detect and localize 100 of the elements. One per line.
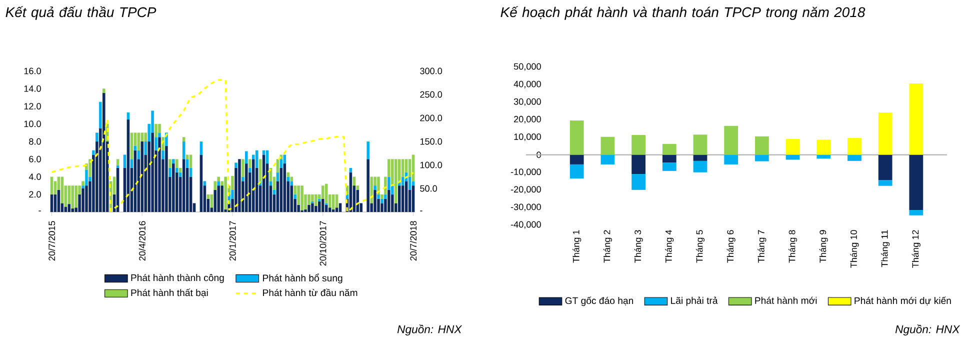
bar	[82, 188, 84, 212]
bar	[600, 154, 615, 164]
y-tick-label: -40,000	[510, 221, 541, 229]
bar	[366, 142, 370, 160]
legend-label: Phát hành mới dự kiến	[854, 296, 951, 306]
bar	[238, 159, 241, 212]
bar	[140, 142, 144, 212]
bar	[724, 154, 738, 164]
bar	[404, 181, 408, 212]
bar	[391, 194, 394, 212]
bar	[82, 186, 84, 188]
bar	[318, 198, 321, 202]
bar	[168, 159, 172, 168]
y-tick-label: 2.0	[29, 191, 41, 198]
text: Nguồn: HNX	[397, 324, 462, 336]
y-tick-label: 30,000	[514, 98, 541, 106]
bar	[189, 168, 192, 177]
y-tick-label: 14.0	[24, 85, 41, 92]
bar	[283, 164, 286, 212]
x-tick-label: 20/7/2018	[410, 221, 417, 261]
bar	[162, 150, 164, 160]
bar	[258, 159, 262, 182]
bar	[68, 204, 71, 212]
bar	[276, 159, 280, 172]
bar	[123, 154, 126, 168]
y2-tick-label: 100.0	[420, 162, 442, 168]
bar	[816, 140, 831, 155]
text: Nguồn: HNX	[895, 324, 960, 336]
bar	[398, 186, 401, 212]
bar	[754, 136, 769, 155]
x-tick-label: Tháng 4	[665, 230, 674, 263]
bar	[754, 154, 769, 162]
bar	[401, 159, 404, 177]
bar	[394, 159, 398, 204]
y2-tick-label: 250.0	[420, 91, 442, 98]
legend-label: Phát hành thất bại	[131, 288, 208, 298]
bar	[57, 190, 60, 212]
x-tick-label: Tháng 1	[572, 230, 582, 263]
bar	[286, 176, 290, 182]
bar	[384, 194, 387, 199]
bar	[878, 180, 892, 186]
bar	[662, 154, 676, 163]
x-tick-label: Tháng 2	[603, 230, 612, 263]
x-tick-label: Tháng 3	[634, 230, 643, 263]
bar	[311, 203, 314, 212]
x-tick-label: 20/10/2017	[320, 221, 326, 266]
bar	[693, 160, 708, 172]
bar	[600, 136, 615, 155]
bar	[632, 154, 646, 174]
y-tick-label: -20,000	[510, 186, 541, 194]
bar	[412, 181, 415, 186]
bar	[252, 159, 255, 212]
bar	[304, 209, 307, 212]
bar	[134, 146, 137, 150]
bar	[318, 201, 321, 212]
chart-title: Kế hoạch phát hành và thanh toán TPCP trong năm 2018	[500, 6, 866, 20]
bar	[144, 132, 147, 142]
legend-label: GT gốc đáo hạn	[565, 296, 634, 306]
bar	[245, 151, 248, 164]
bar	[130, 132, 134, 160]
bar	[85, 170, 88, 186]
bar	[294, 194, 296, 199]
bar	[151, 132, 154, 212]
x-tick-label: Tháng 7	[758, 230, 766, 263]
bar	[286, 172, 290, 177]
bar	[338, 203, 342, 212]
bar	[178, 172, 182, 177]
bar	[909, 210, 924, 216]
bar	[377, 194, 380, 199]
bar	[175, 159, 178, 168]
bar	[374, 190, 376, 212]
bar	[242, 176, 244, 182]
y-tick-label: 50,000	[514, 63, 541, 71]
bar	[99, 102, 102, 128]
bar	[848, 138, 862, 155]
bar	[217, 176, 220, 182]
bar	[570, 164, 584, 178]
y-tick-label: 12.0	[24, 103, 41, 110]
y-tick-label: 4.0	[28, 174, 41, 180]
bar	[224, 176, 227, 210]
bar	[321, 186, 324, 199]
bar	[154, 137, 158, 150]
bar	[54, 181, 57, 194]
bar	[71, 186, 74, 208]
bar	[280, 168, 283, 212]
x-tick-label: Tháng 11	[881, 230, 890, 268]
x-tick-label: 20/4/2016	[138, 221, 146, 261]
bar	[158, 132, 161, 138]
x-tick-label: 20/1/2017	[229, 221, 236, 261]
bar	[88, 159, 92, 177]
bar	[102, 88, 106, 94]
y2-tick-label: 50.0	[420, 185, 438, 192]
bar	[909, 84, 924, 155]
bar	[203, 181, 206, 186]
bar	[217, 186, 220, 212]
bar	[144, 142, 147, 155]
bar	[231, 190, 234, 199]
y-tick-label: -30,000	[510, 204, 541, 212]
bar	[82, 181, 84, 186]
bar	[324, 184, 328, 204]
